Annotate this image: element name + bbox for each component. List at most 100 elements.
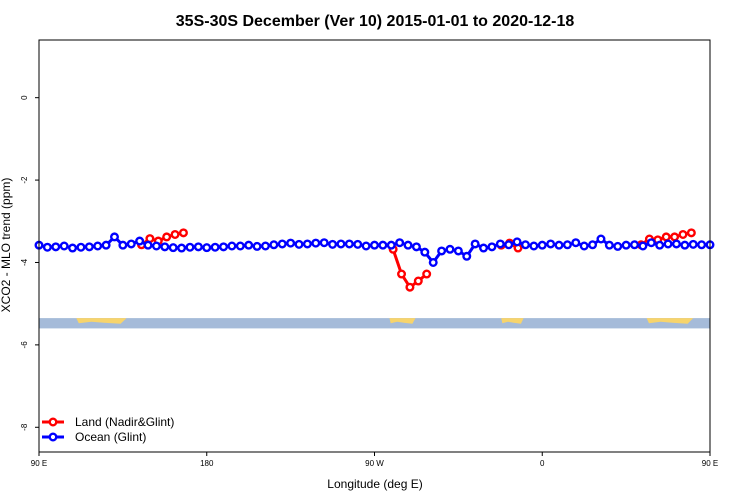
ocean-series-point [244,240,254,250]
ocean-series-point [395,238,405,248]
ocean-series-point [671,239,681,249]
ocean-series-point [260,241,270,251]
ocean-series-point [202,243,212,253]
ocean-series-point [680,240,690,250]
map-land-shape [389,318,416,324]
ocean-series-point [495,239,505,249]
land-series-point [178,228,188,238]
ocean-series-point [411,242,421,252]
ocean-series-point [554,240,564,250]
ocean-series-point [193,242,203,252]
ocean-series-point [697,240,707,250]
ocean-series-point [588,240,598,250]
ocean-series-point [109,232,119,242]
ocean-series-point [311,238,321,248]
ocean-series-point [361,241,371,251]
ocean-series-point [663,239,673,249]
ocean-series-point [437,246,447,256]
ocean-series-point [688,239,698,249]
ocean-series-point [512,237,522,247]
land-series-point [405,282,415,292]
map-land-shape [76,318,127,324]
land-series-point [422,269,432,279]
ocean-series-point [378,240,388,250]
chart-title: 35S-30S December (Ver 10) 2015-01-01 to … [176,13,575,30]
ocean-series-point [84,242,94,252]
land-series-point [670,232,680,242]
ocean-series-point [462,251,472,261]
land-series-point [397,269,407,279]
ocean-series-point [51,242,61,252]
ocean-series-point [386,240,396,250]
ocean-series-point [562,240,572,250]
map-land-shape [646,318,694,324]
ocean-series-point [596,234,606,244]
y-tick-label: -4 [20,258,29,266]
ocean-series-point [403,240,413,250]
ocean-series-point [520,240,530,250]
data-series [34,228,715,292]
legend-label: Ocean (Glint) [75,430,146,444]
ocean-series-point [93,241,103,251]
x-tick-label: 90 W [365,459,384,468]
x-tick-label: 90 E [702,459,718,468]
ocean-series-point [470,239,480,249]
ocean-series-point [143,240,153,250]
legend-label: Land (Nadir&Glint) [75,415,174,429]
y-tick-label: 0 [20,95,29,100]
land-series-point [162,232,172,242]
land-series-point [661,232,671,242]
ocean-series-point [68,243,78,253]
y-tick-label: -8 [20,423,29,431]
ocean-series-point [344,239,354,249]
ocean-series-point [42,242,52,252]
ocean-series-point [277,239,287,249]
ocean-series-point [630,240,640,250]
map-land-shape [501,318,524,324]
ocean-series-point [151,241,161,251]
ocean-series-point [101,240,111,250]
land-series-point [170,229,180,239]
ocean-series-point [76,242,86,252]
ocean-series-point [571,238,581,248]
ocean-series-point [353,239,363,249]
ocean-series-point [319,238,329,248]
ocean-series-point [135,236,145,246]
ocean-series-point [604,240,614,250]
ocean-series-point [613,241,623,251]
ocean-series-point [294,239,304,249]
x-tick-label: 90 E [31,459,47,468]
ocean-series-point [302,239,312,249]
y-tick-label: -2 [20,176,29,184]
ocean-series-point [210,242,220,252]
ocean-series-point [453,246,463,256]
ocean-series-point [529,241,539,251]
ocean-series-point [638,241,648,251]
ocean-series-point [646,238,656,248]
ocean-series-point [579,241,589,251]
ocean-series-point [252,241,262,251]
ocean-series-point [59,241,69,251]
ocean-series-point [168,243,178,253]
ocean-series-point [160,242,170,252]
plot-frame [38,39,711,453]
axis-ticks: 90 E 180 90 W 0 90 E 0 -2 -4 -6 -8 [20,95,718,468]
ocean-series-point [219,242,229,252]
ocean-series-point [370,240,380,250]
ocean-series-point [479,243,489,253]
ocean-series-point [546,239,556,249]
ocean-series-point [126,239,136,249]
y-axis-label: XCO2 - MLO trend (ppm) [0,178,13,313]
y-tick-label: -6 [20,341,29,349]
legend: Land (Nadir&Glint)Ocean (Glint) [42,415,174,444]
ocean-series-point [118,240,128,250]
ocean-series-point [537,240,547,250]
x-tick-label: 180 [200,459,214,468]
map-strip [39,318,710,329]
ocean-series-point [227,241,237,251]
x-axis-label: Longitude (deg E) [327,477,422,491]
map-ocean-band [39,318,710,329]
ocean-series-point [235,241,245,251]
ocean-series-point [328,239,338,249]
